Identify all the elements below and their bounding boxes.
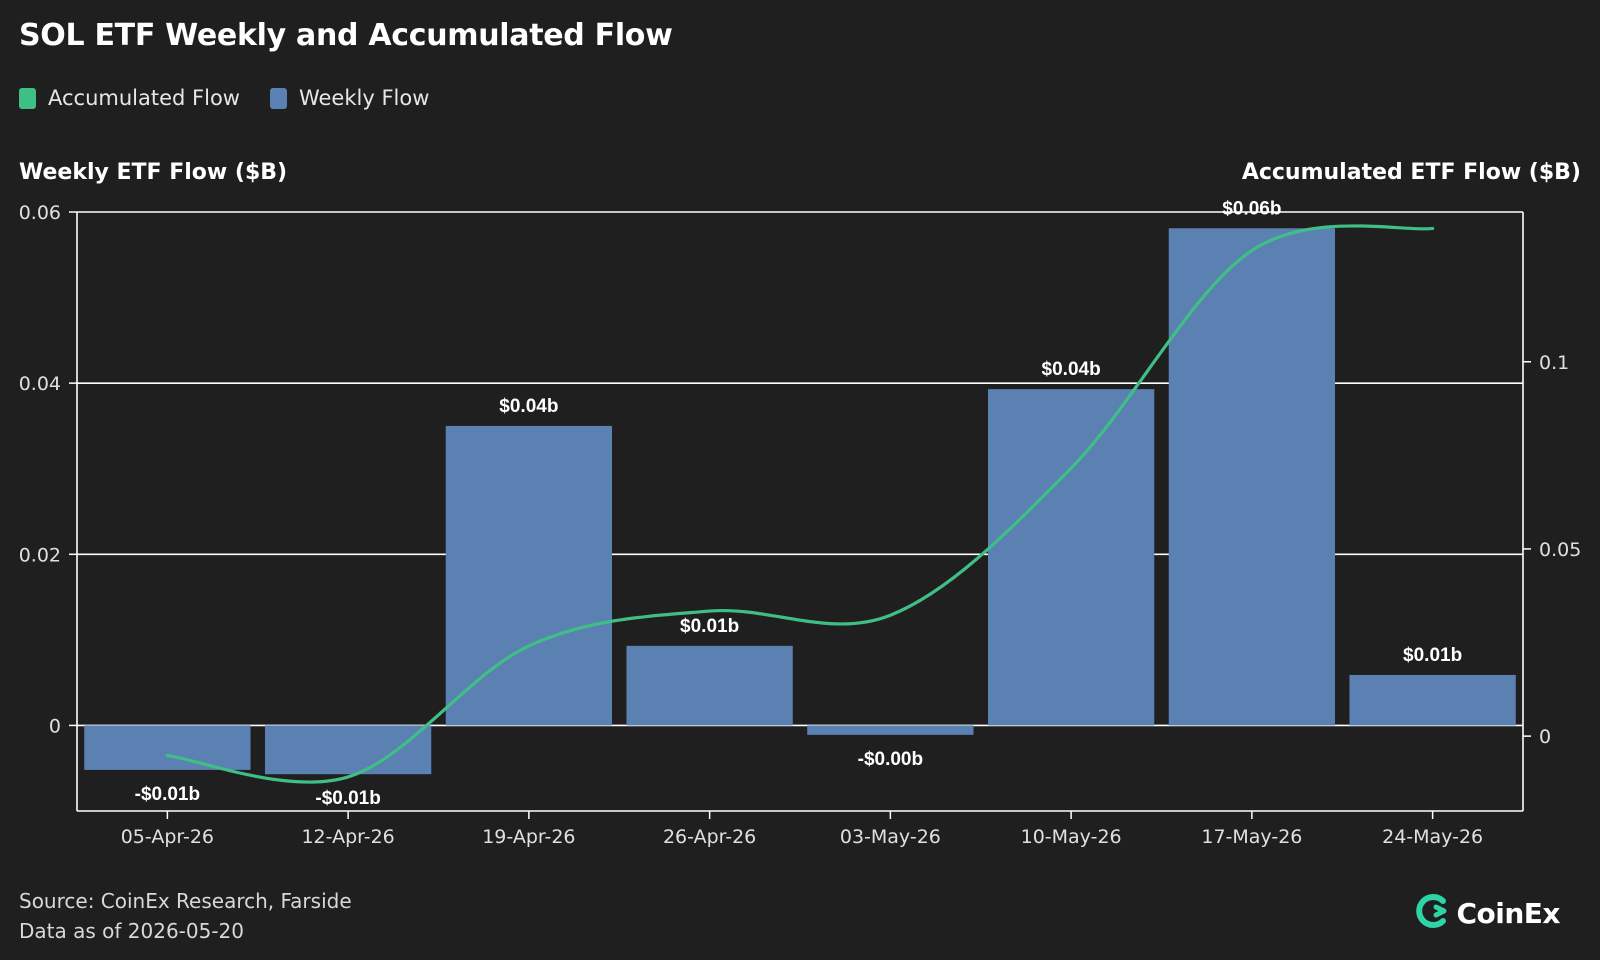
y-tick-label: 0.02	[19, 544, 61, 566]
x-tick-label: 03-May-26	[840, 826, 941, 848]
bar-weekly-flow	[264, 725, 432, 775]
right-axis-title: Accumulated ETF Flow ($B)	[1241, 160, 1581, 185]
brand-logo: CoinEx	[1414, 893, 1560, 933]
bar-weekly-flow	[84, 725, 251, 770]
y2-tick-label: 0.05	[1539, 539, 1581, 561]
legend-label-weekly-flow: Weekly Flow	[298, 86, 430, 110]
bar-weekly-flow	[1349, 674, 1516, 726]
legend-item-accumulated-flow[interactable]: Accumulated Flow	[19, 86, 240, 110]
legend-swatch-accumulated-flow	[19, 87, 36, 109]
bar-data-label: $0.01b	[1403, 645, 1462, 666]
bar-data-label: $0.04b	[1042, 359, 1101, 380]
bar-weekly-flow	[1168, 228, 1336, 726]
legend-swatch-weekly-flow	[269, 87, 287, 109]
y2-tick-label: 0	[1539, 726, 1551, 748]
x-tick-label: 17-May-26	[1201, 826, 1302, 848]
x-tick-label: 10-May-26	[1021, 826, 1122, 848]
chart-title: SOL ETF Weekly and Accumulated Flow	[19, 18, 673, 53]
coinex-logo-icon	[1414, 893, 1450, 933]
y-tick-label: 0.04	[19, 373, 61, 395]
x-tick-label: 12-Apr-26	[301, 826, 394, 848]
bar-data-label: -$0.01b	[315, 788, 380, 809]
data-date-note: Data as of 2026-05-20	[19, 919, 245, 943]
bar-data-label: $0.01b	[680, 616, 739, 637]
bar-weekly-flow	[445, 425, 613, 726]
y-tick-label: 0	[49, 715, 61, 737]
x-tick-label: 24-May-26	[1382, 826, 1483, 848]
y-tick-label: 0.06	[19, 202, 61, 224]
legend: Accumulated Flow Weekly Flow	[19, 86, 459, 110]
x-tick-label: 26-Apr-26	[663, 826, 756, 848]
y2-tick-label: 0.1	[1539, 352, 1569, 374]
line-accumulated-flow	[165, 224, 1435, 784]
legend-label-accumulated-flow: Accumulated Flow	[48, 86, 240, 110]
legend-item-weekly-flow[interactable]: Weekly Flow	[269, 86, 430, 110]
x-tick-label: 05-Apr-26	[121, 826, 214, 848]
bar-data-label: $0.06b	[1222, 198, 1281, 219]
bar-data-label: $0.04b	[499, 396, 558, 417]
left-axis-title: Weekly ETF Flow ($B)	[19, 160, 288, 185]
bar-weekly-flow	[807, 725, 974, 735]
bar-data-label: -$0.01b	[135, 784, 200, 805]
brand-name: CoinEx	[1456, 896, 1560, 930]
bar-weekly-flow	[987, 389, 1155, 726]
bar-weekly-flow	[626, 645, 793, 726]
footer: Source: CoinEx Research, Farside Data as…	[19, 886, 352, 946]
bar-data-label: -$0.00b	[858, 749, 923, 770]
x-tick-label: 19-Apr-26	[482, 826, 575, 848]
source-note: Source: CoinEx Research, Farside	[19, 889, 352, 913]
